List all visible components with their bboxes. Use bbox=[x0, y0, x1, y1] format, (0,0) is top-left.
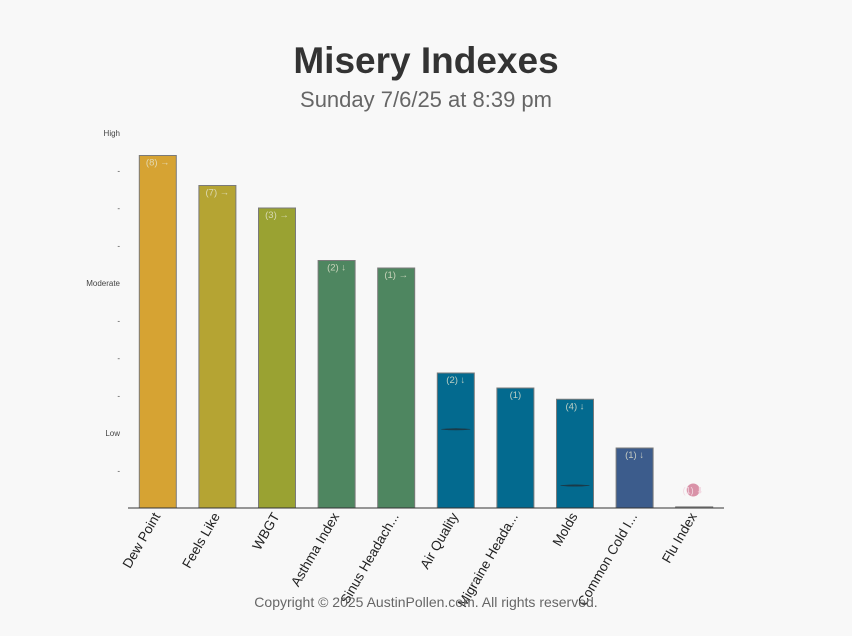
y-tick-label: - bbox=[117, 354, 120, 363]
bar-data-label: (3) → bbox=[265, 210, 289, 221]
y-tick-label: Low bbox=[105, 429, 120, 438]
x-tick-label: Flu Index bbox=[659, 510, 700, 566]
bar-data-label: (1) bbox=[510, 390, 522, 401]
bar bbox=[556, 398, 594, 509]
bar-marker bbox=[560, 484, 590, 487]
bar bbox=[317, 260, 356, 509]
bar bbox=[198, 185, 237, 509]
flu-badge bbox=[686, 483, 700, 497]
x-tick-label: Air Quality bbox=[417, 510, 461, 572]
bar bbox=[377, 267, 416, 509]
bar bbox=[258, 207, 296, 509]
y-tick-label: - bbox=[117, 317, 120, 326]
bar-data-label: (7) → bbox=[206, 188, 230, 199]
x-tick-label: Asthma Index bbox=[288, 510, 342, 589]
copyright-footer: Copyright © 2025 AustinPollen.com. All r… bbox=[254, 594, 598, 610]
chart-subtitle: Sunday 7/6/25 at 8:39 pm bbox=[300, 87, 552, 112]
x-tick-label: Dew Point bbox=[120, 510, 164, 571]
y-tick-label: - bbox=[117, 167, 120, 176]
x-tick-label: Feels Like bbox=[179, 510, 223, 571]
chart-title: Misery Indexes bbox=[293, 40, 559, 81]
y-tick-label: - bbox=[117, 392, 120, 401]
bar bbox=[138, 155, 177, 509]
bar-data-label: (2) ↓ bbox=[327, 263, 346, 274]
x-tick-label: Molds bbox=[550, 510, 581, 549]
y-tick-label: - bbox=[117, 467, 120, 476]
bar bbox=[615, 447, 654, 509]
bar bbox=[436, 372, 475, 509]
bar-data-label: (1) ⬇ bbox=[683, 486, 704, 496]
bar-data-label: (1) → bbox=[384, 270, 408, 281]
bar-marker bbox=[441, 428, 471, 431]
x-tick-label: Sinus Headach... bbox=[337, 510, 401, 607]
bar bbox=[496, 387, 535, 509]
bar-data-label: (1) ↓ bbox=[625, 450, 644, 461]
bar-data-label: (2) ↓ bbox=[446, 375, 465, 386]
bar-data-label: (8) → bbox=[146, 158, 170, 169]
y-tick-label: High bbox=[104, 129, 120, 138]
x-tick-label: WBGT bbox=[249, 510, 282, 553]
bar-data-label: (4) ↓ bbox=[566, 401, 585, 412]
y-tick-label: - bbox=[117, 204, 120, 213]
y-tick-label: Moderate bbox=[86, 279, 120, 288]
y-tick-label: - bbox=[117, 242, 120, 251]
